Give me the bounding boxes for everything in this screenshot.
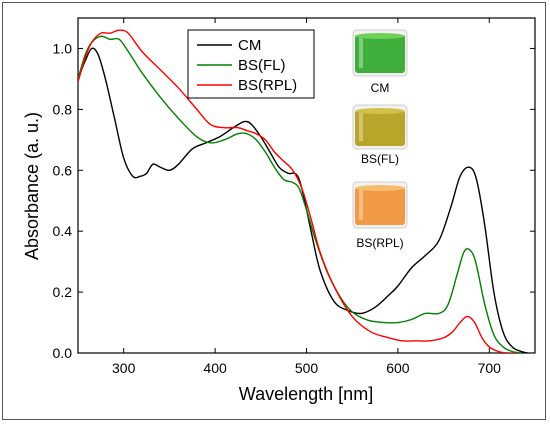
y-tick-label: 0.2 <box>53 284 73 300</box>
series-line-bs-rpl <box>78 29 517 353</box>
legend-label: BS(RPL) <box>238 77 297 94</box>
series-layer <box>78 29 528 353</box>
y-axis-title: Absorbance (a. u.) <box>22 112 42 260</box>
inset-photos: CM BS(FL) BS(RPL) <box>349 26 411 250</box>
series-line-bs-fl <box>78 35 522 353</box>
inset-photo: CM <box>349 26 411 95</box>
glass-highlight <box>359 190 363 220</box>
x-tick-label: 300 <box>112 360 136 376</box>
legend-label: CM <box>238 37 261 54</box>
x-tick-label: 500 <box>295 360 319 376</box>
y-tick-label: 0.8 <box>53 101 73 117</box>
legend-box <box>187 29 315 99</box>
liquid-fill <box>355 187 405 225</box>
legend: CM BS(FL) BS(RPL) <box>187 29 315 99</box>
legend-label: BS(FL) <box>238 57 286 74</box>
x-tick-label: 400 <box>203 360 227 376</box>
glass-highlight <box>359 113 363 141</box>
y-tick-label: 0.4 <box>53 223 73 239</box>
x-tick-label: 700 <box>478 360 502 376</box>
y-tick-label: 1.0 <box>53 40 73 56</box>
inset-label: BS(FL) <box>361 152 399 166</box>
ticks-layer: 300 400 500 600 700 0.0 0.2 0.4 0.6 0.8 1.0 <box>53 18 535 376</box>
inset-label: BS(RPL) <box>356 236 403 250</box>
liquid-surface <box>355 185 405 191</box>
inset-photo: BS(FL) <box>349 101 411 166</box>
y-tick-label: 0.6 <box>53 162 73 178</box>
liquid-surface <box>355 108 405 114</box>
inset-photo: BS(RPL) <box>349 178 411 250</box>
x-axis-title: Wavelength [nm] <box>239 384 373 404</box>
y-tick-label: 0.0 <box>53 345 73 361</box>
liquid-fill <box>355 110 405 146</box>
x-tick-label: 600 <box>386 360 410 376</box>
inset-label: CM <box>371 81 390 95</box>
series-line-cm <box>78 47 528 353</box>
liquid-surface <box>355 33 405 39</box>
liquid-fill <box>355 35 405 73</box>
glass-highlight <box>359 38 363 68</box>
